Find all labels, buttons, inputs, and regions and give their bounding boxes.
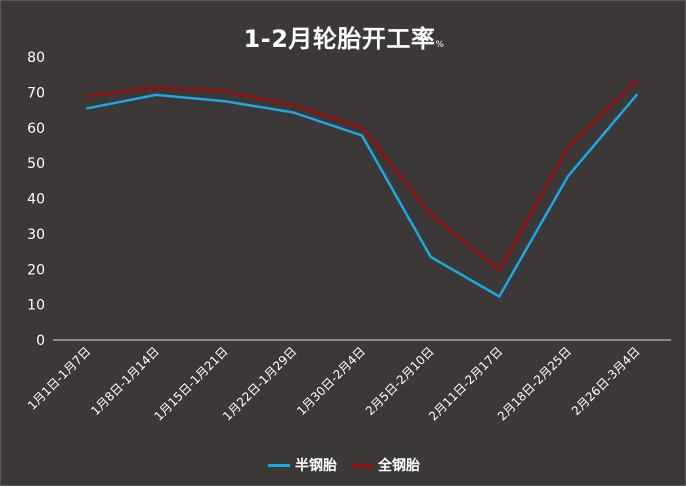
legend-swatch [351, 464, 373, 467]
y-tick-label: 30 [27, 227, 45, 243]
x-tick-label: 1月1日-1月7日 [25, 344, 94, 413]
x-tick-label: 1月8日-1月14日 [88, 344, 162, 418]
x-tick-label: 1月15日-1月21日 [151, 344, 230, 423]
x-tick-label: 2月18日-2月25日 [495, 344, 574, 423]
legend-item: 半钢胎 [268, 455, 337, 475]
y-tick-label: 40 [27, 192, 45, 208]
y-tick-label: 0 [36, 333, 45, 349]
y-tick-label: 20 [27, 262, 45, 278]
legend-swatch [268, 464, 290, 467]
x-tick-label: 1月22日-1月29日 [220, 344, 299, 423]
x-tick-label: 2月5日-2月10日 [363, 344, 437, 418]
y-tick-label: 10 [27, 298, 45, 314]
x-tick-label: 2月26日-3月4日 [569, 344, 643, 418]
legend-label: 全钢胎 [378, 455, 420, 475]
x-tick-label: 2月11日-2月17日 [426, 344, 505, 423]
legend: 半钢胎 全钢胎 [1, 455, 686, 475]
legend-item: 全钢胎 [351, 455, 420, 475]
series-line-all-steel [87, 80, 636, 270]
y-tick-label: 70 [27, 85, 45, 101]
series-line-semi-steel [87, 95, 636, 297]
x-tick-label: 1月30日-2月4日 [294, 344, 368, 418]
y-tick-label: 50 [27, 156, 45, 172]
y-tick-label: 80 [27, 50, 45, 66]
legend-label: 半钢胎 [295, 455, 337, 475]
y-tick-label: 60 [27, 121, 45, 137]
